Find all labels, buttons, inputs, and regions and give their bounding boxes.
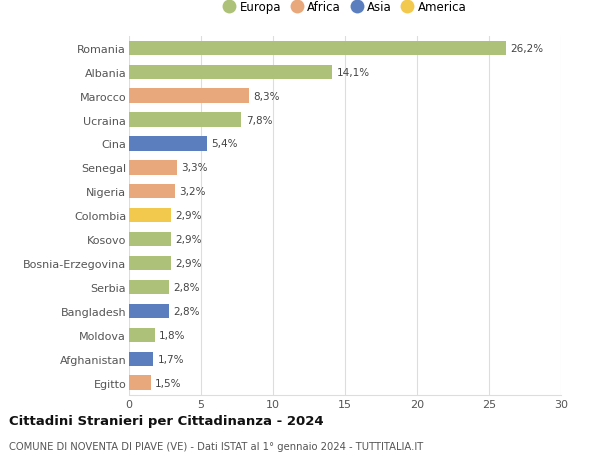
Bar bbox=[129, 185, 175, 199]
Text: 1,7%: 1,7% bbox=[158, 354, 184, 364]
Text: 7,8%: 7,8% bbox=[245, 115, 272, 125]
Text: 3,2%: 3,2% bbox=[179, 187, 206, 197]
Text: 1,5%: 1,5% bbox=[155, 378, 181, 388]
Bar bbox=[129, 89, 248, 104]
Text: 14,1%: 14,1% bbox=[337, 67, 370, 78]
Legend: Europa, Africa, Asia, America: Europa, Africa, Asia, America bbox=[223, 1, 467, 14]
Bar bbox=[129, 328, 155, 342]
Text: 2,9%: 2,9% bbox=[175, 258, 202, 269]
Bar bbox=[129, 41, 506, 56]
Bar bbox=[129, 161, 176, 175]
Bar bbox=[129, 208, 171, 223]
Text: 2,8%: 2,8% bbox=[173, 306, 200, 316]
Text: 1,8%: 1,8% bbox=[159, 330, 186, 340]
Text: 3,3%: 3,3% bbox=[181, 163, 208, 173]
Text: Cittadini Stranieri per Cittadinanza - 2024: Cittadini Stranieri per Cittadinanza - 2… bbox=[9, 414, 323, 428]
Bar bbox=[129, 304, 169, 319]
Bar bbox=[129, 113, 241, 128]
Bar bbox=[129, 232, 171, 247]
Text: 5,4%: 5,4% bbox=[211, 139, 238, 149]
Bar bbox=[129, 65, 332, 80]
Bar bbox=[129, 375, 151, 390]
Bar bbox=[129, 352, 154, 366]
Text: 2,9%: 2,9% bbox=[175, 211, 202, 221]
Bar bbox=[129, 137, 207, 151]
Text: 8,3%: 8,3% bbox=[253, 91, 280, 101]
Text: 2,9%: 2,9% bbox=[175, 235, 202, 245]
Text: 2,8%: 2,8% bbox=[173, 282, 200, 292]
Text: 26,2%: 26,2% bbox=[511, 44, 544, 54]
Bar bbox=[129, 256, 171, 271]
Bar bbox=[129, 280, 169, 295]
Text: COMUNE DI NOVENTA DI PIAVE (VE) - Dati ISTAT al 1° gennaio 2024 - TUTTITALIA.IT: COMUNE DI NOVENTA DI PIAVE (VE) - Dati I… bbox=[9, 441, 423, 451]
